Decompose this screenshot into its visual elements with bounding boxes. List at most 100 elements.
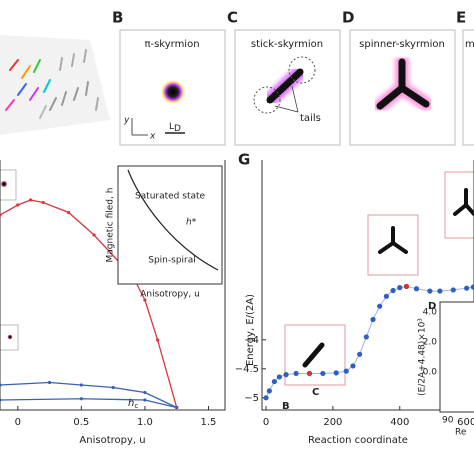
data-point (263, 395, 269, 401)
panel-title: π-skyrmion (144, 39, 199, 50)
panel-title: mu (465, 39, 474, 50)
inset-tick-label: 4.0 (423, 308, 438, 318)
panel-label: B (112, 9, 123, 27)
data-point (175, 405, 179, 410)
x-tick-label: 0 (263, 417, 269, 428)
data-point (143, 390, 147, 395)
spinner-skyrmion (373, 55, 433, 113)
skyrmion (302, 342, 325, 368)
annotation: B (282, 401, 290, 412)
x-tick-label: 0 (15, 417, 21, 428)
x-tick-label: 1.5 (201, 417, 217, 428)
annotation-sub: c (134, 402, 138, 410)
y-axis-label: Energy, E/(2A) (245, 294, 256, 366)
series-line (0, 398, 177, 409)
data-point (143, 298, 147, 302)
panel-frame (462, 29, 474, 146)
data-point (390, 287, 396, 294)
data-point (343, 368, 349, 374)
data-point (276, 374, 282, 380)
data-point (350, 363, 356, 369)
annotation: Magnetic filed, h (106, 188, 116, 263)
x-tick-label: 200 (323, 417, 342, 428)
panel-label: E (456, 9, 466, 27)
data-point (16, 203, 20, 207)
y-tick-label: −4.5 (235, 364, 259, 375)
annotation: D (428, 301, 436, 312)
annotation: tails (300, 113, 321, 124)
inset-tick-label: 90 (442, 416, 454, 426)
axes-frame (261, 160, 474, 411)
data-point (271, 378, 277, 385)
scale-label: LD (169, 122, 181, 134)
data-point (470, 284, 474, 290)
axis-letter: y (123, 116, 130, 126)
data-point (41, 200, 45, 205)
y-tick-label: −4 (244, 335, 259, 346)
annotation: Re (455, 428, 467, 438)
annotation: Anisotropy, u (140, 290, 200, 300)
data-point (79, 383, 83, 387)
data-point (450, 287, 456, 293)
annotation: h* (186, 218, 197, 228)
axis-letter: x (149, 132, 156, 142)
data-point (79, 397, 83, 401)
stick-skyrmion (253, 56, 316, 114)
panel-label: C (227, 9, 238, 27)
annotation: (E/2A+4.48)×10³ (418, 318, 428, 396)
data-point (437, 288, 443, 294)
data-point (0, 398, 2, 402)
data-point (370, 316, 376, 323)
x-tick-label: 1.0 (137, 417, 153, 428)
data-point (306, 370, 313, 377)
data-point (383, 293, 389, 299)
skyrmion (160, 79, 186, 105)
data-point (293, 370, 299, 377)
skyrmion (378, 226, 408, 254)
x-tick-label: 0.5 (73, 417, 89, 428)
annotation: Saturated state (135, 192, 206, 202)
inset-tick-label: 2.0 (423, 338, 438, 348)
annotation: C (312, 387, 319, 398)
panel-a-image (0, 35, 110, 135)
thumbnail (444, 171, 474, 239)
data-point (28, 198, 33, 202)
data-point (0, 213, 2, 217)
y-tick-label: −5 (244, 393, 259, 404)
skyrmion (453, 188, 474, 216)
x-axis-label: Anisotropy, u (79, 435, 145, 446)
data-point (283, 372, 289, 378)
series-line (0, 381, 177, 409)
panel-label: G (238, 151, 250, 169)
panel-label: D (342, 9, 354, 27)
data-point (397, 285, 403, 291)
data-point (403, 283, 410, 290)
panel-title: spinner-skyrmion (359, 39, 445, 50)
annotation: hc (128, 398, 138, 410)
thumbnail (0, 169, 17, 201)
x-tick-label: 400 (390, 417, 409, 428)
data-point (47, 380, 52, 385)
skyrmion (0, 180, 8, 188)
data-point (111, 385, 115, 390)
inset-frame (439, 301, 474, 413)
inset-curve (127, 169, 219, 271)
inset-tick-label: 0.0 (423, 368, 438, 378)
data-point (464, 285, 470, 291)
data-point (266, 388, 272, 394)
axes-frame (0, 160, 226, 411)
data-point (427, 288, 433, 294)
x-axis-label: Reaction coordinate (308, 435, 408, 446)
data-point (67, 210, 71, 215)
data-point (156, 338, 160, 342)
data-point (320, 370, 326, 377)
scale-letter: L (169, 122, 174, 132)
annotation-main: h (128, 398, 134, 409)
x-tick-label: 600 (457, 417, 474, 428)
data-point (333, 370, 339, 376)
data-point (92, 233, 96, 237)
data-point (357, 351, 363, 357)
skyrmion (7, 334, 13, 340)
annotation: Spin-spiral (148, 256, 196, 266)
